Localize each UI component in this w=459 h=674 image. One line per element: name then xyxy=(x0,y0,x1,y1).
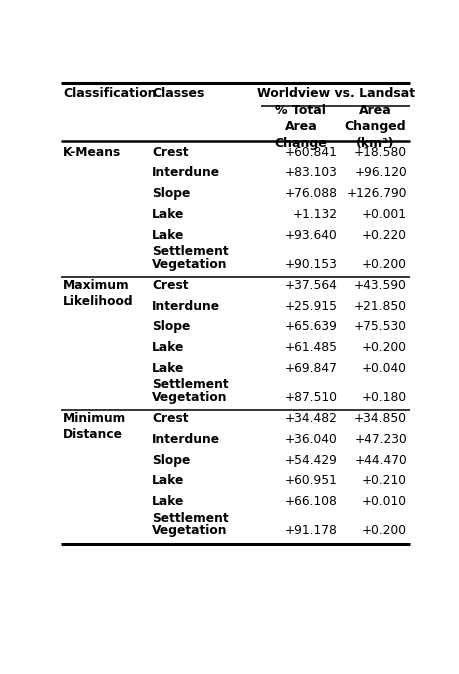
Text: +60.951: +60.951 xyxy=(284,474,336,487)
Text: +54.429: +54.429 xyxy=(284,454,336,466)
Text: +76.088: +76.088 xyxy=(284,187,336,200)
Text: Slope: Slope xyxy=(152,454,190,466)
Text: Lake: Lake xyxy=(152,208,184,221)
Text: +18.580: +18.580 xyxy=(353,146,406,158)
Text: +0.200: +0.200 xyxy=(361,341,406,354)
Text: +36.040: +36.040 xyxy=(284,433,336,446)
Text: Lake: Lake xyxy=(152,341,184,354)
Text: +0.200: +0.200 xyxy=(361,258,406,271)
Text: +21.850: +21.850 xyxy=(353,299,406,313)
Text: +60.841: +60.841 xyxy=(284,146,336,158)
Text: +65.639: +65.639 xyxy=(284,320,336,334)
Text: Crest: Crest xyxy=(152,279,188,292)
Text: Worldview vs. Landsat: Worldview vs. Landsat xyxy=(256,87,414,100)
Text: +0.200: +0.200 xyxy=(361,524,406,537)
Text: +34.850: +34.850 xyxy=(353,412,406,425)
Text: +91.178: +91.178 xyxy=(284,524,336,537)
Text: Interdune: Interdune xyxy=(152,299,220,313)
Text: Vegetation: Vegetation xyxy=(152,258,227,271)
Text: Interdune: Interdune xyxy=(152,166,220,179)
Text: +44.470: +44.470 xyxy=(353,454,406,466)
Text: Classes: Classes xyxy=(152,87,204,100)
Text: +83.103: +83.103 xyxy=(284,166,336,179)
Text: +96.120: +96.120 xyxy=(353,166,406,179)
Text: Area
Changed
(km²): Area Changed (km²) xyxy=(344,104,405,150)
Text: Lake
Settlement: Lake Settlement xyxy=(152,362,228,392)
Text: Slope: Slope xyxy=(152,187,190,200)
Text: Crest: Crest xyxy=(152,412,188,425)
Text: +75.530: +75.530 xyxy=(353,320,406,334)
Text: Lake: Lake xyxy=(152,474,184,487)
Text: % Total
Area
Change: % Total Area Change xyxy=(274,104,326,150)
Text: Crest: Crest xyxy=(152,146,188,158)
Text: +126.790: +126.790 xyxy=(346,187,406,200)
Text: +0.210: +0.210 xyxy=(361,474,406,487)
Text: +69.847: +69.847 xyxy=(284,362,336,375)
Text: +47.230: +47.230 xyxy=(353,433,406,446)
Text: +37.564: +37.564 xyxy=(284,279,336,292)
Text: Slope: Slope xyxy=(152,320,190,334)
Text: Vegetation: Vegetation xyxy=(152,391,227,404)
Text: Lake
Settlement: Lake Settlement xyxy=(152,495,228,524)
Text: Interdune: Interdune xyxy=(152,433,220,446)
Text: +0.220: +0.220 xyxy=(361,228,406,242)
Text: +34.482: +34.482 xyxy=(284,412,336,425)
Text: Maximum
Likelihood: Maximum Likelihood xyxy=(63,279,133,308)
Text: Classification: Classification xyxy=(63,87,156,100)
Text: +0.040: +0.040 xyxy=(361,362,406,375)
Text: +61.485: +61.485 xyxy=(284,341,336,354)
Text: Lake
Settlement: Lake Settlement xyxy=(152,228,228,258)
Text: +66.108: +66.108 xyxy=(284,495,336,508)
Text: +43.590: +43.590 xyxy=(353,279,406,292)
Text: +25.915: +25.915 xyxy=(284,299,336,313)
Text: +87.510: +87.510 xyxy=(284,391,336,404)
Text: +0.180: +0.180 xyxy=(361,391,406,404)
Text: +90.153: +90.153 xyxy=(284,258,336,271)
Text: +1.132: +1.132 xyxy=(291,208,336,221)
Text: +0.010: +0.010 xyxy=(361,495,406,508)
Text: Minimum
Distance: Minimum Distance xyxy=(63,412,126,441)
Text: +0.001: +0.001 xyxy=(361,208,406,221)
Text: +93.640: +93.640 xyxy=(284,228,336,242)
Text: K-Means: K-Means xyxy=(63,146,121,158)
Text: Vegetation: Vegetation xyxy=(152,524,227,537)
